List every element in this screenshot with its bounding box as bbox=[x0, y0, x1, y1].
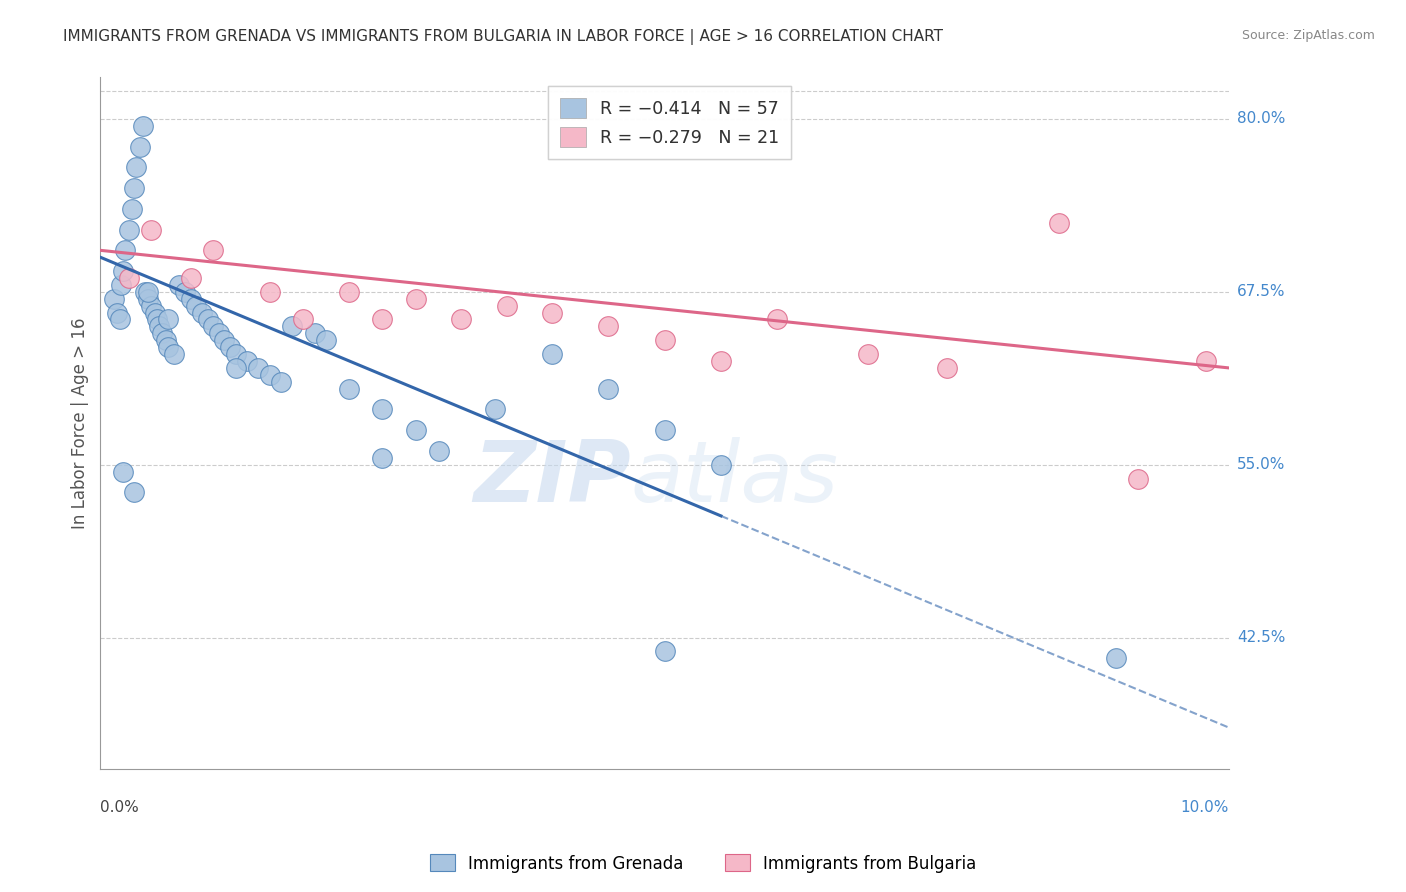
Point bbox=[180, 271, 202, 285]
Point bbox=[315, 333, 337, 347]
Point bbox=[219, 340, 242, 354]
Point bbox=[139, 299, 162, 313]
Text: Source: ZipAtlas.com: Source: ZipAtlas.com bbox=[1241, 29, 1375, 42]
Point bbox=[371, 312, 394, 326]
Point bbox=[191, 305, 214, 319]
Y-axis label: In Labor Force | Age > 16: In Labor Force | Age > 16 bbox=[72, 318, 89, 529]
Point bbox=[654, 333, 676, 347]
Point bbox=[281, 319, 304, 334]
Point bbox=[152, 326, 174, 341]
Point bbox=[134, 285, 156, 299]
Point bbox=[125, 161, 148, 175]
Point bbox=[163, 347, 186, 361]
Point bbox=[236, 354, 259, 368]
Legend: R = −0.414   N = 57, R = −0.279   N = 21: R = −0.414 N = 57, R = −0.279 N = 21 bbox=[548, 87, 792, 159]
Point bbox=[1128, 471, 1150, 485]
Point bbox=[136, 285, 159, 299]
Point bbox=[155, 333, 177, 347]
Point bbox=[105, 305, 128, 319]
Point bbox=[371, 450, 394, 465]
Point bbox=[132, 119, 155, 133]
Point bbox=[304, 326, 326, 341]
Point bbox=[337, 382, 360, 396]
Point bbox=[208, 326, 231, 341]
Point bbox=[292, 312, 315, 326]
Point bbox=[1105, 651, 1128, 665]
Point bbox=[111, 465, 134, 479]
Point bbox=[270, 375, 292, 389]
Point bbox=[148, 319, 170, 334]
Point bbox=[197, 312, 219, 326]
Point bbox=[214, 333, 236, 347]
Point bbox=[121, 202, 143, 216]
Point bbox=[143, 305, 166, 319]
Point bbox=[225, 347, 247, 361]
Point bbox=[103, 292, 125, 306]
Text: 80.0%: 80.0% bbox=[1237, 112, 1285, 127]
Point bbox=[186, 299, 208, 313]
Point bbox=[157, 340, 180, 354]
Point bbox=[935, 360, 957, 375]
Point bbox=[225, 360, 247, 375]
Point bbox=[139, 222, 162, 236]
Point bbox=[157, 312, 180, 326]
Point bbox=[180, 292, 202, 306]
Point bbox=[122, 181, 145, 195]
Point bbox=[117, 271, 139, 285]
Text: 67.5%: 67.5% bbox=[1237, 285, 1285, 300]
Point bbox=[337, 285, 360, 299]
Point bbox=[259, 285, 281, 299]
Text: atlas: atlas bbox=[631, 437, 839, 520]
Point bbox=[202, 244, 225, 258]
Text: ZIP: ZIP bbox=[472, 437, 631, 520]
Point bbox=[495, 299, 517, 313]
Text: 55.0%: 55.0% bbox=[1237, 458, 1285, 472]
Text: 10.0%: 10.0% bbox=[1181, 799, 1229, 814]
Point bbox=[136, 292, 159, 306]
Point bbox=[710, 354, 733, 368]
Point bbox=[110, 277, 132, 292]
Point bbox=[654, 644, 676, 658]
Point bbox=[202, 319, 225, 334]
Point bbox=[108, 312, 131, 326]
Point bbox=[122, 485, 145, 500]
Point bbox=[598, 319, 620, 334]
Point bbox=[174, 285, 197, 299]
Point bbox=[146, 312, 169, 326]
Point bbox=[247, 360, 270, 375]
Point bbox=[405, 292, 427, 306]
Point bbox=[371, 402, 394, 417]
Point bbox=[1195, 354, 1218, 368]
Point bbox=[259, 368, 281, 382]
Point bbox=[427, 443, 450, 458]
Point bbox=[405, 423, 427, 437]
Point bbox=[117, 222, 139, 236]
Point bbox=[766, 312, 789, 326]
Point bbox=[856, 347, 879, 361]
Point bbox=[128, 139, 150, 153]
Point bbox=[540, 305, 562, 319]
Legend: Immigrants from Grenada, Immigrants from Bulgaria: Immigrants from Grenada, Immigrants from… bbox=[423, 847, 983, 880]
Point bbox=[654, 423, 676, 437]
Point bbox=[450, 312, 472, 326]
Point bbox=[111, 264, 134, 278]
Point bbox=[540, 347, 562, 361]
Text: 42.5%: 42.5% bbox=[1237, 630, 1285, 645]
Point bbox=[1049, 216, 1071, 230]
Text: IMMIGRANTS FROM GRENADA VS IMMIGRANTS FROM BULGARIA IN LABOR FORCE | AGE > 16 CO: IMMIGRANTS FROM GRENADA VS IMMIGRANTS FR… bbox=[63, 29, 943, 45]
Point bbox=[598, 382, 620, 396]
Point bbox=[710, 458, 733, 472]
Point bbox=[484, 402, 506, 417]
Text: 0.0%: 0.0% bbox=[100, 799, 139, 814]
Point bbox=[169, 277, 191, 292]
Point bbox=[114, 244, 136, 258]
